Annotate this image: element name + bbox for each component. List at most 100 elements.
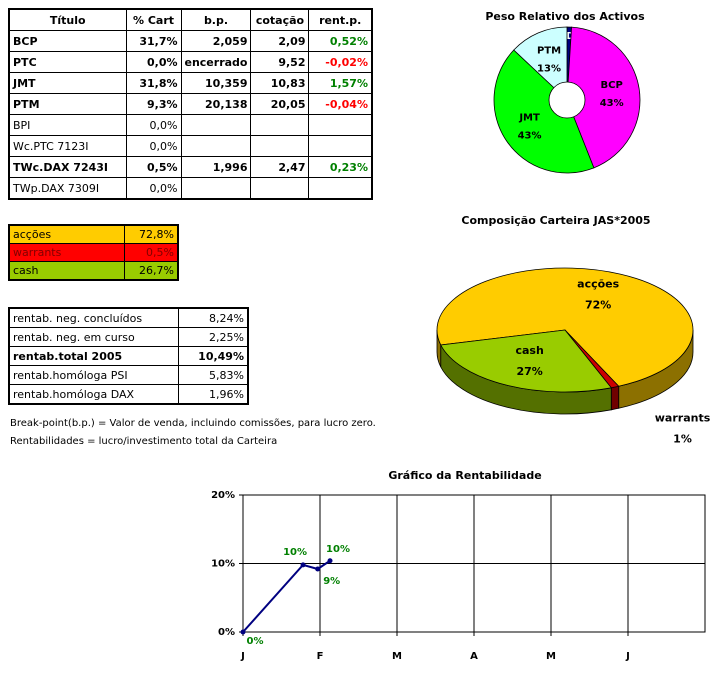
slice-value-label: 72%	[585, 298, 611, 311]
table-row: JMT 31,8% 10,359 10,83 1,57%	[8, 72, 373, 94]
table-row: PTM 9,3% 20,138 20,05 -0,04%	[8, 93, 373, 115]
table-cell	[308, 177, 373, 200]
table-cell: rentab.total 2005	[8, 346, 179, 366]
table-cell: 9,3%	[125, 93, 182, 115]
table-cell: 20,05	[250, 93, 310, 115]
pie-slice	[493, 49, 595, 174]
donut-hole	[548, 81, 586, 119]
table-cell	[250, 135, 310, 157]
table-row: rentab. neg. em curso 2,25%	[8, 327, 249, 347]
table-cell: TWp.DAX 7309I	[8, 177, 127, 200]
table-cell: 2,47	[250, 156, 310, 178]
table-cell: cash	[8, 261, 125, 281]
table-cell	[250, 114, 310, 136]
y-tick-label: 10%	[211, 559, 235, 570]
table-cell: 0,52%	[308, 30, 373, 52]
table-cell: 2,059	[180, 30, 252, 52]
table-row: cash 26,7%	[8, 261, 179, 281]
table-cell: 0,0%	[125, 177, 182, 200]
table-cell: encerrado	[180, 51, 252, 73]
table-cell: 5,83%	[177, 365, 249, 385]
note: Break-point(b.p.) = Valor de venda, incl…	[10, 418, 376, 429]
table-cell: b.p.	[180, 8, 252, 31]
slice-side	[610, 385, 620, 411]
slice-value-label: 1%	[673, 432, 692, 445]
slice-label: JMT	[518, 112, 540, 123]
slice-value-label: 27%	[516, 365, 542, 378]
table-row: TWc.DAX 7243I 0,5% 1,996 2,47 0,23%	[8, 156, 373, 178]
table-cell: rentab.homóloga DAX	[8, 384, 179, 405]
table-cell: cotação	[250, 8, 310, 31]
table-row: rentab.homóloga DAX 1,96%	[8, 384, 249, 405]
table-cell: 1,57%	[308, 72, 373, 94]
pie-slice	[436, 267, 694, 387]
table-cell: 0,23%	[308, 156, 373, 178]
x-tick-label: M	[546, 651, 556, 662]
table-cell: % Cart	[125, 8, 182, 31]
data-label: 0%	[247, 636, 264, 647]
table-cell: -0,02%	[308, 51, 373, 73]
table-cell	[250, 177, 310, 200]
table-cell: 10,83	[250, 72, 310, 94]
slice-label: BCP	[601, 80, 623, 91]
slice-label: warrants	[655, 411, 711, 424]
line-point	[300, 562, 306, 568]
table-cell	[180, 135, 252, 157]
table-row: acções 72,8%	[8, 224, 179, 244]
table-cell: JMT	[8, 72, 127, 94]
table-cell: 0,0%	[125, 51, 182, 73]
x-tick-label: F	[317, 651, 324, 662]
table-cell	[308, 135, 373, 157]
data-label: 9%	[323, 576, 340, 587]
slice-label: cash	[515, 344, 543, 357]
table-cell: 2,09	[250, 30, 310, 52]
table-cell	[180, 177, 252, 200]
table-row: PTC 0,0% encerrado 9,52 -0,02%	[8, 51, 373, 73]
holdings-table: Título% Cart b.p. cotação rent.p. BCP 31,7% 2,…	[8, 8, 373, 200]
table-cell: -0,04%	[308, 93, 373, 115]
table-cell: rentab. neg. concluídos	[8, 307, 179, 328]
slice-label: acções	[577, 277, 619, 290]
y-tick-label: 20%	[211, 490, 235, 501]
pie-slice	[513, 26, 568, 101]
line-point	[327, 558, 333, 564]
chart-title: Peso Relativo dos Activos	[485, 10, 645, 23]
slice-value-label: 43%	[518, 130, 542, 141]
table-row: warrants 0,5%	[8, 243, 179, 262]
x-tick-label: A	[470, 651, 478, 662]
chart-title: Gráfico da Rentabilidade	[388, 469, 541, 482]
table-row: rentab.homóloga PSI 5,83%	[8, 365, 249, 385]
table-cell: 0,0%	[125, 135, 182, 157]
table-row: Título% Cart b.p. cotação rent.p.	[8, 8, 373, 31]
line-series	[242, 559, 331, 633]
table-cell: PTM	[8, 93, 127, 115]
returns-table: rentab. neg. concluídos 8,24% rentab. neg.…	[8, 307, 249, 405]
y-tick-label: 0%	[218, 627, 235, 638]
pie-slice	[440, 329, 613, 393]
table-cell: 26,7%	[123, 261, 179, 281]
table-cell: PTC	[8, 51, 127, 73]
table-cell: 20,138	[180, 93, 252, 115]
table-cell: warrants	[8, 243, 125, 262]
table-cell: BCP	[8, 30, 127, 52]
table-cell: 0,5%	[125, 156, 182, 178]
slice-label: PTM	[537, 45, 561, 56]
slice-value-label: 13%	[537, 63, 561, 74]
slice-value-label: 43%	[600, 98, 624, 109]
table-row: Wc.PTC 7123I 0,0%	[8, 135, 373, 157]
table-cell: rentab. neg. em curso	[8, 327, 179, 347]
table-cell: 1,996	[180, 156, 252, 178]
x-tick-label: J	[240, 651, 245, 662]
table-cell: Título	[8, 8, 127, 31]
table-cell: 8,24%	[177, 307, 249, 328]
table-row: rentab. neg. concluídos 8,24%	[8, 307, 249, 328]
table-cell: rent.p.	[308, 8, 373, 31]
table-cell: 2,25%	[177, 327, 249, 347]
table-cell: 9,52	[250, 51, 310, 73]
table-cell: rentab.homóloga PSI	[8, 365, 179, 385]
table-cell: acções	[8, 224, 125, 244]
data-label: 10%	[283, 547, 307, 558]
table-row: TWp.DAX 7309I 0,0%	[8, 177, 373, 200]
